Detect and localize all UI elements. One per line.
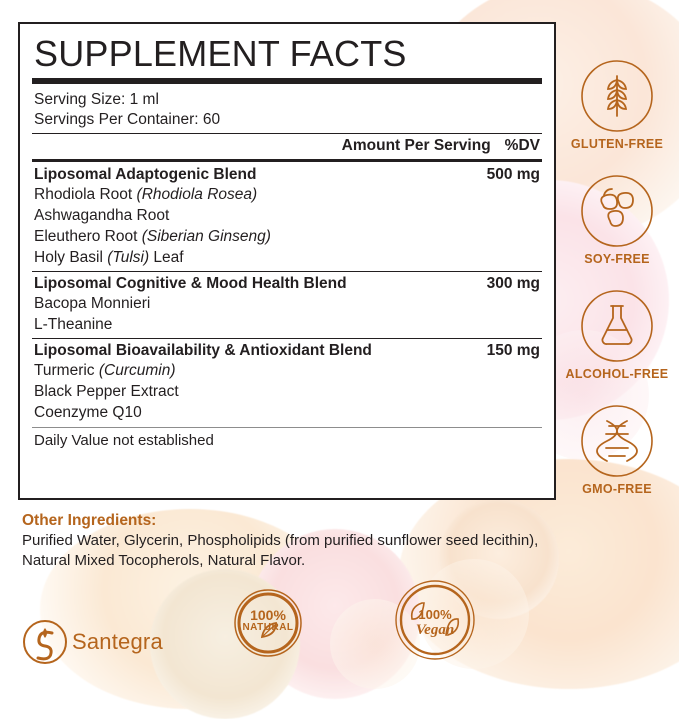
supplement-facts-panel: SUPPLEMENT FACTS Serving Size: 1 ml Serv… [18, 22, 556, 500]
badge-label: SOY-FREE [584, 252, 650, 266]
column-headers: Amount Per Serving %DV [32, 137, 540, 155]
blend-divider [32, 338, 542, 339]
badge-label: ALCOHOL-FREE [565, 367, 669, 381]
blend-name: Liposomal Cognitive & Mood Health Blend [34, 275, 347, 292]
wheat-icon [581, 60, 653, 132]
ingredient-row: Eleuthero Root (Siberian Ginseng) [34, 228, 271, 245]
servings-per-container: Servings Per Container: 60 [34, 111, 221, 128]
ingredient-row: Black Pepper Extract [34, 383, 179, 400]
other-ingredients-heading: Other Ingredients: [22, 512, 157, 529]
blend-heading: Liposomal Bioavailability & Antioxidant … [34, 342, 540, 360]
badge-label: GLUTEN-FREE [570, 137, 664, 151]
blend-amount: 150 mg [486, 342, 540, 359]
badge-alcohol-free: ALCOHOL-FREE [566, 288, 669, 381]
header-divider-bottom [32, 159, 542, 162]
blend-group: Liposomal Cognitive & Mood Health Blend … [32, 275, 542, 335]
blend-group: Liposomal Bioavailability & Antioxidant … [32, 342, 542, 423]
seal-vegan-top: 100% [418, 607, 452, 622]
blend-amount: 300 mg [486, 275, 540, 292]
santegra-mark-icon [23, 620, 67, 664]
dv-divider [32, 427, 542, 428]
bottom-seals: Santegra 100% NATURAL 100% Vegan [16, 580, 536, 671]
flask-icon [581, 290, 653, 362]
column-header-amount: Amount Per Serving [341, 137, 491, 154]
other-ingredients-block: Other Ingredients: Purified Water, Glyce… [22, 512, 582, 571]
seal-100-vegan: 100% Vegan [392, 577, 478, 663]
ingredient-row: Coenzyme Q10 [34, 404, 142, 421]
blend-name: Liposomal Adaptogenic Blend [34, 166, 257, 183]
badge-label: GMO-FREE [582, 482, 652, 496]
blend-divider [32, 271, 542, 272]
seal-natural-top: 100% [250, 607, 286, 623]
other-ingredients-body: Purified Water, Glycerin, Phospholipids … [22, 532, 539, 569]
brand-name: Santegra [72, 629, 163, 654]
blend-heading: Liposomal Adaptogenic Blend 500 mg [34, 166, 540, 184]
badge-gmo-free: GMO-FREE [579, 403, 655, 496]
ingredient-row: Turmeric (Curcumin) [34, 362, 176, 379]
ingredient-row: Holy Basil (Tulsi) Leaf [34, 249, 184, 266]
seal-100-natural: 100% NATURAL [232, 587, 304, 659]
serving-size: Serving Size: 1 ml [34, 91, 159, 108]
ingredient-row: Bacopa Monnieri [34, 295, 151, 312]
column-header-dv: %DV [504, 137, 540, 154]
page-title: SUPPLEMENT FACTS [34, 33, 407, 74]
ingredient-row: L-Theanine [34, 316, 113, 333]
blend-heading: Liposomal Cognitive & Mood Health Blend … [34, 275, 540, 293]
blend-name: Liposomal Bioavailability & Antioxidant … [34, 342, 372, 359]
header-divider-top [32, 133, 542, 134]
brand-logo: Santegra [22, 619, 163, 665]
seal-vegan-bottom: Vegan [415, 622, 455, 638]
certification-badges: GLUTEN-FREE SOY-FREE ALCOHOL-FREE [561, 58, 673, 496]
ingredient-row: Rhodiola Root (Rhodiola Rosea) [34, 186, 258, 203]
seal-natural-bottom: NATURAL [242, 622, 294, 633]
dna-icon [581, 405, 653, 477]
blend-amount: 500 mg [486, 166, 540, 183]
daily-value-note: Daily Value not established [34, 432, 214, 449]
title-divider [32, 78, 542, 84]
blend-group: Liposomal Adaptogenic Blend 500 mg Rhodi… [32, 166, 542, 268]
ingredient-row: Ashwagandha Root [34, 207, 170, 224]
soy-bean-icon [581, 175, 653, 247]
badge-gluten-free: GLUTEN-FREE [571, 58, 663, 151]
badge-soy-free: SOY-FREE [579, 173, 655, 266]
